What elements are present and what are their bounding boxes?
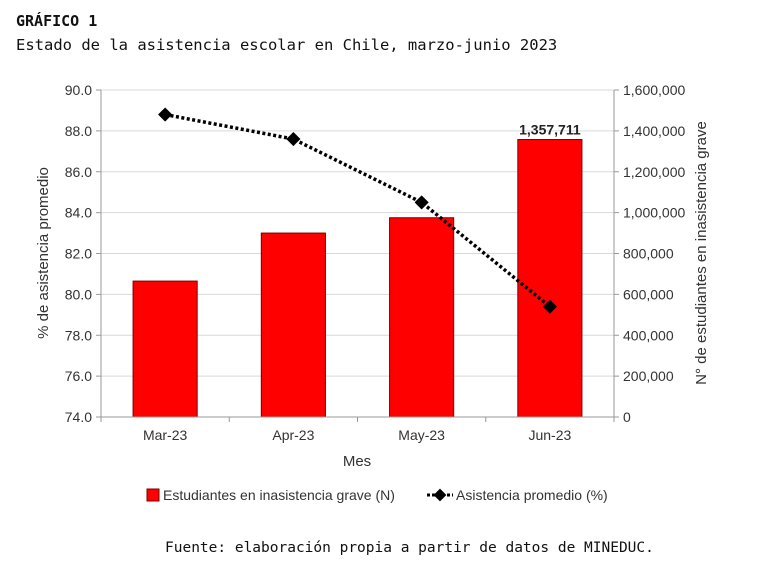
legend-swatch-marker — [433, 488, 447, 502]
legend-label-line: Asistencia promedio (%) — [456, 487, 608, 503]
legend-label-bar: Estudiantes en inasistencia grave (N) — [163, 487, 395, 503]
legend-swatch-bar — [146, 488, 160, 502]
figure-title: Estado de la asistencia escolar en Chile… — [16, 36, 558, 54]
y-left-tick-label: 88.0 — [65, 123, 92, 139]
axes — [96, 89, 619, 422]
y-right-tick-label: 1,600,000 — [623, 82, 685, 98]
tick-labels: 74.0 0 76.0 200,000 78.0 400,000 80.0 600,000 82… — [65, 82, 686, 443]
figure-label: GRÁFICO 1 — [16, 12, 98, 30]
attendance-point — [542, 299, 557, 314]
bar — [260, 232, 326, 418]
y-right-tick-label: 1,200,000 — [623, 164, 685, 180]
y-axis-left-label: % de asistencia promedio — [35, 167, 52, 339]
y-axis-right-label: N° de estudiantes en inasistencia grave — [693, 121, 710, 385]
y-left-tick-label: 80.0 — [65, 286, 92, 302]
attendance-line — [158, 107, 557, 314]
y-left-tick-label: 82.0 — [65, 246, 92, 262]
figure-source: Fuente: elaboración propia a partir de d… — [165, 540, 654, 556]
y-right-tick-label: 600,000 — [623, 286, 674, 302]
x-axis-label: Mes — [343, 453, 371, 470]
y-right-tick-label: 800,000 — [623, 246, 674, 262]
x-tick-label: May-23 — [398, 427, 445, 443]
y-left-tick-label: 86.0 — [65, 164, 92, 180]
x-tick-label: Mar-23 — [143, 427, 188, 443]
bar — [389, 217, 455, 418]
y-right-tick-label: 200,000 — [623, 368, 674, 384]
bar — [517, 139, 583, 418]
y-right-tick-label: 1,400,000 — [623, 123, 685, 139]
combo-chart: 74.0 0 76.0 200,000 78.0 400,000 80.0 600,000 82… — [35, 82, 710, 503]
bars — [132, 139, 583, 418]
bar — [132, 280, 198, 418]
y-right-tick-label: 0 — [623, 409, 631, 425]
attendance-series-line — [164, 112, 551, 308]
y-left-tick-label: 74.0 — [65, 409, 92, 425]
x-tick-label: Apr-23 — [272, 427, 314, 443]
y-right-tick-label: 400,000 — [623, 327, 674, 343]
y-left-tick-label: 90.0 — [65, 82, 92, 98]
legend: Estudiantes en inasistencia grave (N) As… — [146, 487, 608, 503]
attendance-point — [158, 107, 173, 122]
y-left-tick-label: 84.0 — [65, 205, 92, 221]
attendance-point — [286, 131, 301, 147]
y-left-tick-label: 78.0 — [65, 327, 92, 343]
y-right-tick-label: 1,000,000 — [623, 205, 685, 221]
bar-data-label: 1,357,711 — [519, 122, 581, 138]
y-left-tick-label: 76.0 — [65, 368, 92, 384]
x-tick-label: Jun-23 — [528, 427, 571, 443]
attendance-point — [414, 195, 429, 210]
